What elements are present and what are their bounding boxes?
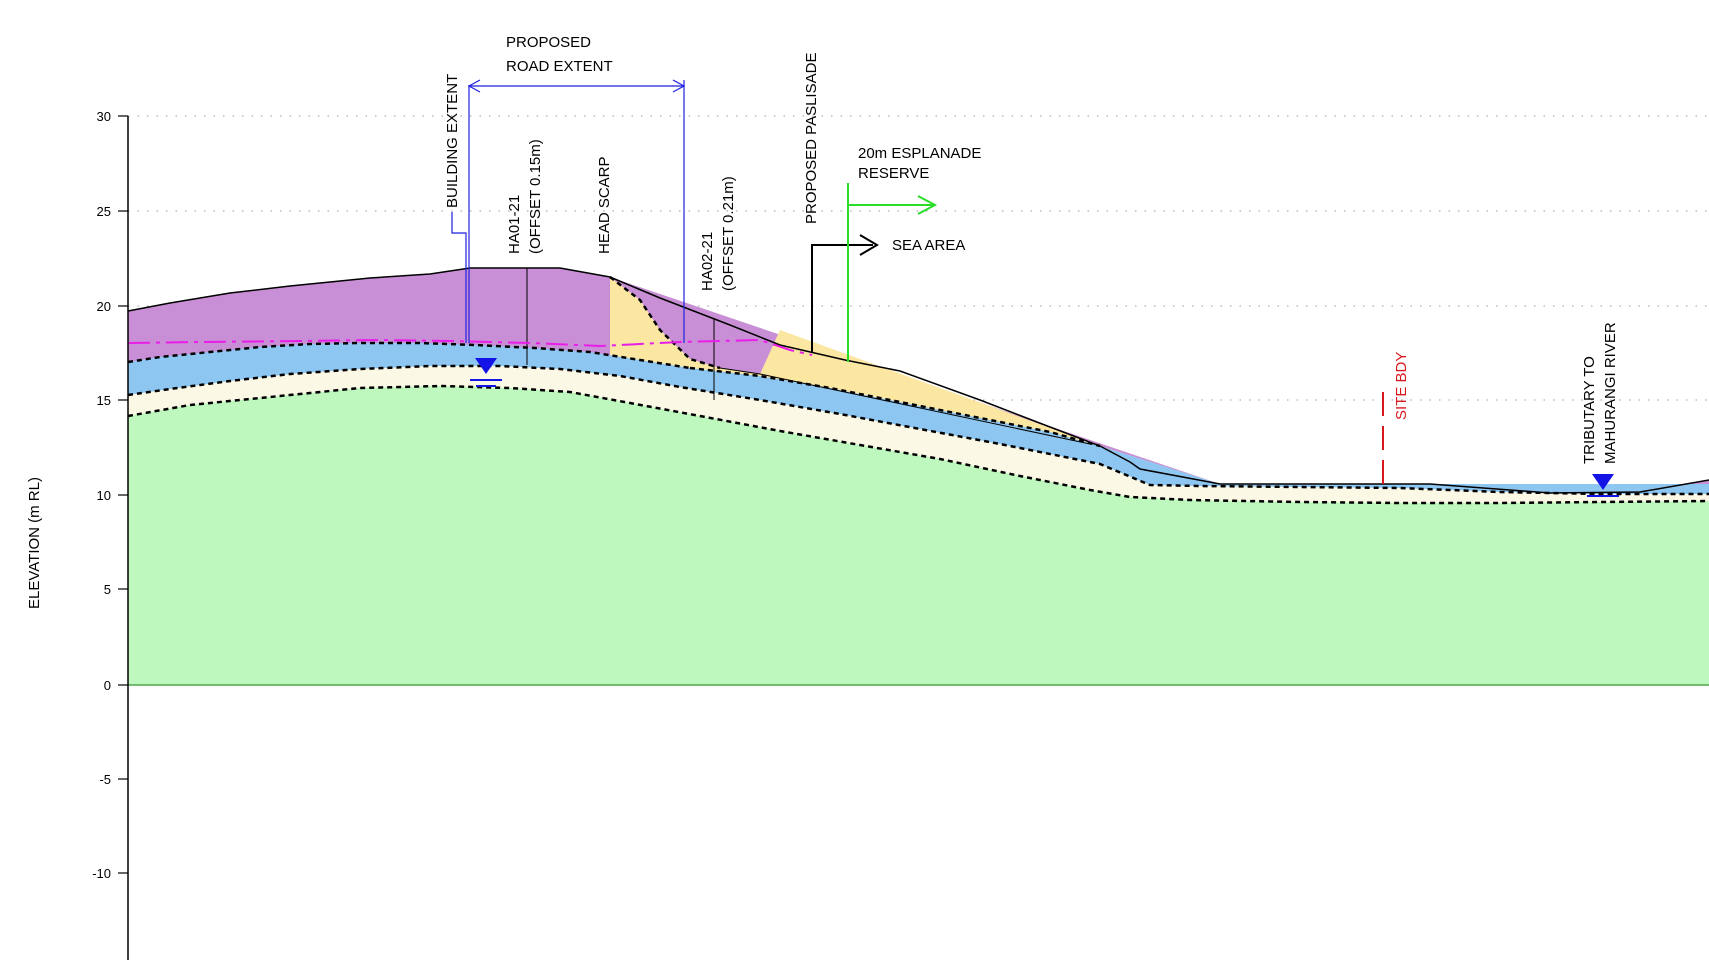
esplanade-label-line1: 20m ESPLANADE bbox=[858, 145, 981, 162]
y-axis-tick-labels: 30 25 20 15 10 5 0 -5 -10 bbox=[92, 109, 111, 881]
yellow-base-line bbox=[719, 367, 1091, 445]
sea-area-label: SEA AREA bbox=[892, 237, 965, 254]
layer-green-fill bbox=[128, 386, 1709, 685]
palisade-marker bbox=[811, 244, 873, 353]
scarp-boundary-dashed bbox=[609, 276, 721, 370]
palisade-label: PROPOSED PASLISADE bbox=[803, 53, 820, 224]
y-axis-ticks bbox=[118, 115, 128, 874]
cream-top-dashed bbox=[127, 364, 1709, 496]
sea-area-arrowhead bbox=[859, 234, 879, 256]
tick-label-0: 0 bbox=[104, 678, 111, 693]
building-extent-label: BUILDING EXTENT bbox=[444, 74, 461, 208]
esplanade-arrowhead bbox=[917, 195, 938, 215]
tick-label-15: 15 bbox=[97, 393, 111, 408]
building-extent-leader bbox=[451, 212, 467, 343]
road-extent-label-line1: PROPOSED bbox=[506, 34, 591, 51]
tributary-label-line1: TRIBUTARY TO bbox=[1581, 356, 1598, 464]
blue-top-dashed bbox=[127, 341, 691, 370]
esplanade-label-line2: RESERVE bbox=[858, 165, 929, 182]
water-level-marker-1 bbox=[470, 358, 502, 387]
tick-label-10: 10 bbox=[97, 488, 111, 503]
ha02-label-line2: (OFFSET 0.21m) bbox=[720, 176, 737, 291]
tick-label-25: 25 bbox=[97, 204, 111, 219]
road-extent-label-line2: ROAD EXTENT bbox=[506, 58, 613, 75]
below-datum-area bbox=[128, 685, 1709, 960]
ha02-label-line1: HA02-21 bbox=[699, 232, 716, 291]
tributary-label-line2: MAHURANGI RIVER bbox=[1602, 322, 1619, 464]
tick-label-20: 20 bbox=[97, 299, 111, 314]
ha01-label-line2: (OFFSET 0.15m) bbox=[527, 139, 544, 254]
water-level-marker-2 bbox=[1587, 474, 1619, 497]
head-scarp-label: HEAD SCARP bbox=[596, 156, 613, 254]
green-top-dashed bbox=[127, 384, 1709, 505]
tick-label-minus-5: -5 bbox=[99, 772, 111, 787]
tick-label-minus-10: -10 bbox=[92, 866, 111, 881]
ha01-label-line1: HA01-21 bbox=[506, 195, 523, 254]
tick-label-5: 5 bbox=[104, 582, 111, 597]
site-bdy-label: SITE BDY bbox=[1393, 352, 1410, 420]
tick-label-30: 30 bbox=[97, 109, 111, 124]
road-extent-markup bbox=[467, 79, 686, 343]
y-axis-title: ELEVATION (m RL) bbox=[26, 477, 43, 609]
